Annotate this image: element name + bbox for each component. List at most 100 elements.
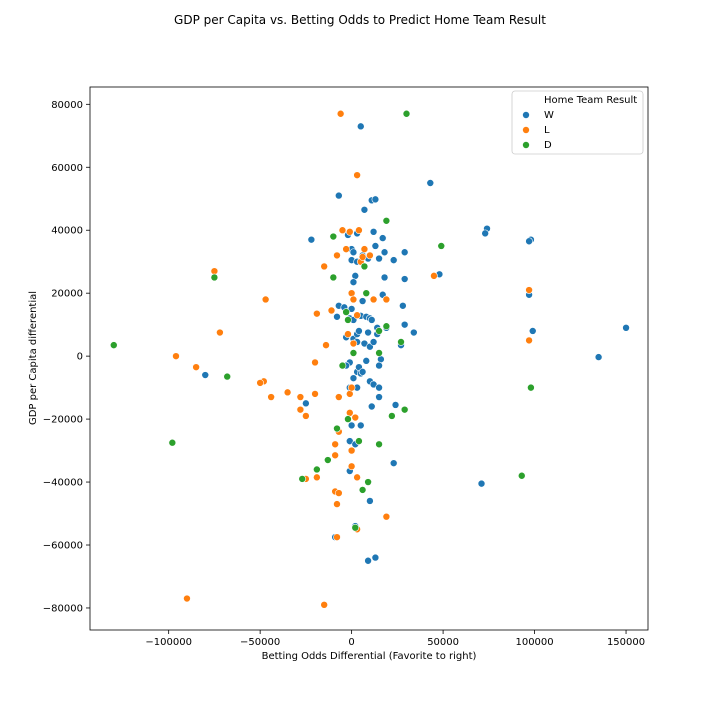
scatter-point <box>333 424 341 433</box>
x-tick-label: 150000 <box>607 637 645 648</box>
x-tick-label: 0 <box>348 637 354 648</box>
scatter-point <box>360 245 369 253</box>
scatter-point <box>296 393 305 401</box>
scatter-point <box>329 273 338 282</box>
x-tick-label: −100000 <box>145 637 192 648</box>
y-tick-label: −20000 <box>43 415 83 426</box>
scatter-point <box>375 349 383 357</box>
scatter-point <box>364 328 372 337</box>
legend-marker-l <box>522 126 530 134</box>
scatter-point <box>347 421 356 430</box>
scatter-point <box>320 601 328 609</box>
scatter-point <box>183 594 191 603</box>
scatter-point <box>302 399 310 408</box>
scatter-point <box>344 316 352 324</box>
scatter-point <box>358 253 367 261</box>
scatter-point <box>369 295 378 304</box>
scatter-point <box>355 437 363 445</box>
scatter-point <box>210 267 219 275</box>
scatter-point <box>355 327 363 335</box>
scatter-point <box>367 316 376 324</box>
scatter-point <box>329 232 338 241</box>
scatter-point <box>380 248 389 257</box>
scatter-point <box>296 405 305 414</box>
scatter-point <box>345 390 354 398</box>
scatter-point <box>338 361 347 370</box>
scatter-point <box>389 256 398 264</box>
scatter-point <box>333 500 341 508</box>
y-tick-label: −60000 <box>43 541 83 552</box>
ticks-layer: −100000 −50000 0 50000 100000 150000 −80000 −60… <box>43 100 645 648</box>
scatter-point <box>362 289 371 297</box>
scatter-point <box>477 479 486 488</box>
scatter-point <box>347 446 356 455</box>
scatter-point <box>356 122 365 131</box>
scatter-point <box>344 415 352 423</box>
scatter-point <box>426 179 435 187</box>
plot-frame <box>89 86 649 631</box>
scatter-point <box>168 438 177 447</box>
scatter-point <box>345 228 354 236</box>
scatter-point <box>335 489 343 497</box>
scatter-point <box>338 226 347 235</box>
y-axis-label: GDP per Capita differential <box>28 291 39 425</box>
y-tick-label: 60000 <box>51 163 83 174</box>
scatter-point <box>377 355 385 364</box>
scatter-point <box>261 295 270 304</box>
legend-entry-d: D <box>544 140 552 151</box>
scatter-point <box>360 262 369 271</box>
points-layer <box>109 109 630 609</box>
scatter-point <box>349 339 358 348</box>
scatter-point <box>380 273 389 282</box>
scatter-point <box>358 486 367 494</box>
scatter-point <box>375 361 383 370</box>
scatter-point <box>400 248 409 257</box>
scatter-point <box>594 353 603 361</box>
scatter-point <box>353 311 361 320</box>
scatter-point <box>369 228 378 236</box>
scatter-point <box>307 235 316 244</box>
scatter-point <box>382 295 391 304</box>
x-tick-label: 50000 <box>427 637 459 648</box>
y-tick-label: 40000 <box>51 226 83 237</box>
scatter-point <box>333 312 341 321</box>
legend-box <box>511 90 644 155</box>
scatter-point <box>371 553 380 562</box>
scatter-point <box>400 275 409 283</box>
scatter-point <box>331 451 339 460</box>
x-axis-label: Betting Odds Differential (Favorite to r… <box>262 651 477 662</box>
scatter-point <box>327 306 336 315</box>
scatter-point <box>335 191 343 200</box>
series-d <box>109 109 535 532</box>
y-tick-label: −40000 <box>43 478 83 489</box>
scatter-point <box>336 109 345 118</box>
scatter-point <box>324 456 332 464</box>
scatter-point <box>388 412 396 420</box>
scatter-point <box>358 368 367 376</box>
scatter-point <box>109 341 118 349</box>
scatter-point <box>256 379 264 387</box>
scatter-point <box>366 497 374 505</box>
x-tick-label: 100000 <box>515 637 553 648</box>
scatter-point <box>382 322 391 331</box>
scatter-point <box>375 393 383 401</box>
scatter-point <box>353 473 361 482</box>
scatter-point <box>382 216 391 225</box>
scatter-point <box>356 421 365 430</box>
scatter-point <box>358 297 367 305</box>
scatter-point <box>375 440 383 449</box>
scatter-point <box>349 248 358 257</box>
y-tick-label: 80000 <box>51 100 83 111</box>
scatter-point <box>313 309 321 318</box>
scatter-point <box>347 289 356 297</box>
scatter-point <box>210 273 219 282</box>
x-tick-label: −50000 <box>240 637 280 648</box>
scatter-point <box>349 374 358 382</box>
scatter-point <box>525 336 533 345</box>
scatter-point <box>342 245 350 253</box>
scatter-point <box>366 251 374 260</box>
scatter-point <box>331 440 339 449</box>
scatter-point <box>333 533 341 541</box>
scatter-point <box>389 459 398 467</box>
